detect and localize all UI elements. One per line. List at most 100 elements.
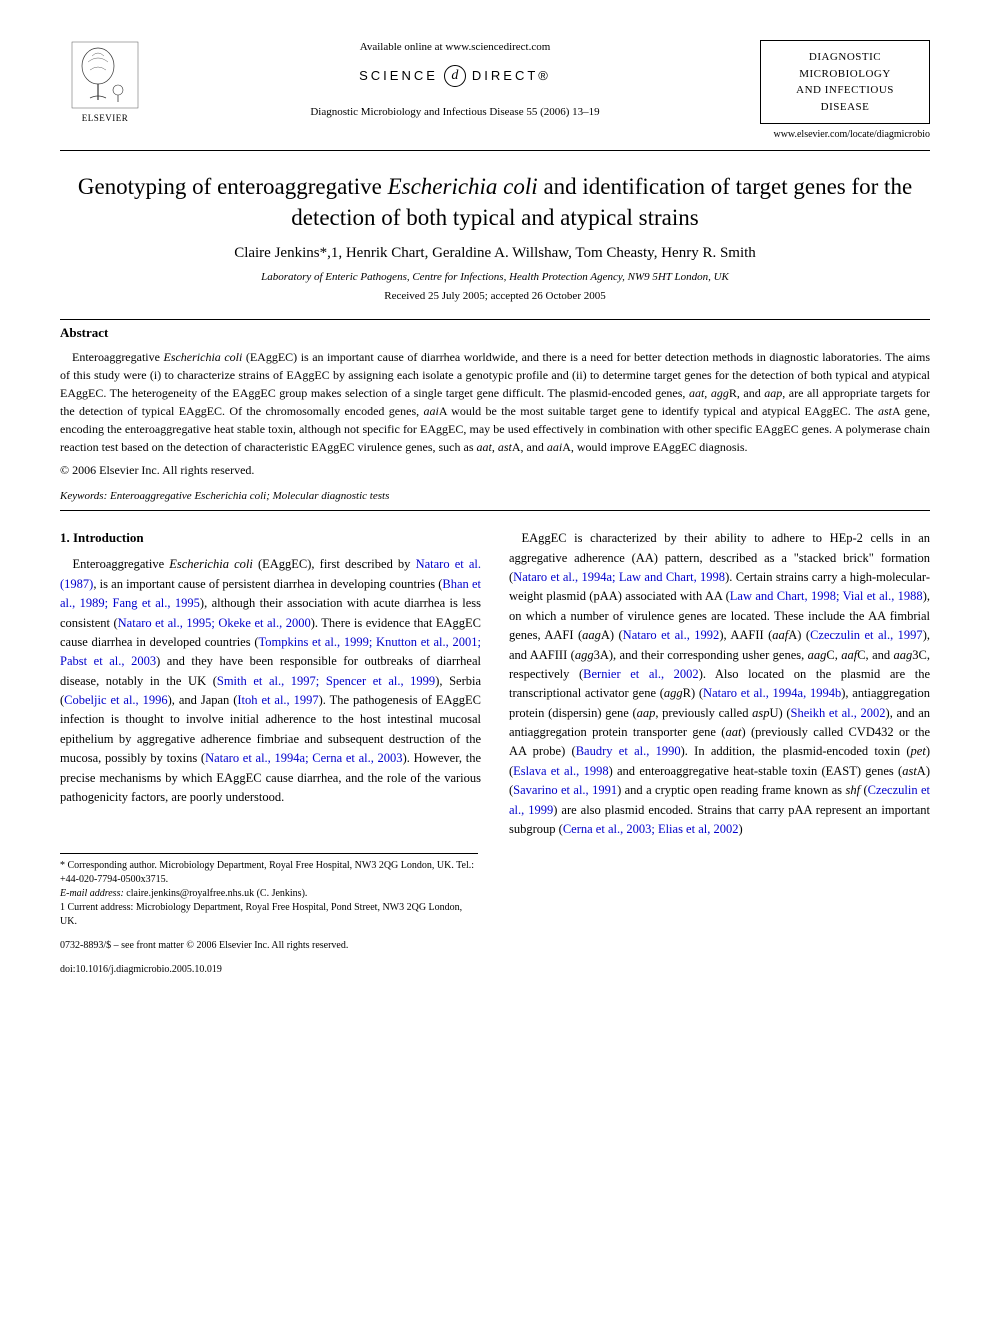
- intro-heading: 1. Introduction: [60, 529, 481, 547]
- gene: shf: [845, 783, 860, 797]
- gene: aai: [547, 440, 562, 454]
- intro-para-1: Enteroaggregative Escherichia coli (EAgg…: [60, 555, 481, 807]
- bt: , is an important cause of persistent di…: [93, 577, 442, 591]
- bt: (: [860, 783, 868, 797]
- abs-ital: Escherichia coli: [163, 350, 242, 364]
- abs-t: Enteroaggregative: [72, 350, 163, 364]
- footer-copyright: 0732-8893/$ – see front matter © 2006 El…: [60, 939, 930, 953]
- citation-link[interactable]: Baudry et al., 1990: [576, 744, 681, 758]
- page-header: ELSEVIER Available online at www.science…: [60, 40, 930, 142]
- abs-t: A, would improve EAggEC diagnosis.: [562, 440, 747, 454]
- divider-abs-top: [60, 319, 930, 320]
- abstract-heading: Abstract: [60, 324, 930, 342]
- kw-t1: Enteroaggregative: [107, 490, 194, 502]
- authors-list: Claire Jenkins*,1, Henrik Chart, Geraldi…: [60, 243, 930, 264]
- citation-link[interactable]: Bernier et al., 2002: [583, 667, 699, 681]
- citation-link[interactable]: Law and Chart, 1998; Vial et al., 1988: [730, 589, 923, 603]
- citation-link[interactable]: Nataro et al., 1994a, 1994b: [703, 686, 841, 700]
- sd-left: SCIENCE: [359, 67, 438, 85]
- gene: ast: [878, 404, 892, 418]
- bt: A) (: [788, 628, 810, 642]
- bt: Enteroaggregative: [73, 557, 170, 571]
- citation-link[interactable]: Nataro et al., 1994a; Cerna et al., 2003: [205, 751, 402, 765]
- kw-t2: ; Molecular diagnostic tests: [266, 490, 389, 502]
- citation-link[interactable]: Czeczulin et al., 1997: [810, 628, 923, 642]
- divider-top: [60, 150, 930, 151]
- divider-abs-bot: [60, 510, 930, 511]
- journal-name-l3: AND INFECTIOUS: [771, 82, 919, 99]
- keywords-line: Keywords: Enteroaggregative Escherichia …: [60, 489, 930, 504]
- footnotes: * Corresponding author. Microbiology Dep…: [60, 853, 478, 929]
- bt: U) (: [769, 706, 790, 720]
- footnote-address: 1 Current address: Microbiology Departme…: [60, 901, 478, 929]
- bt: R) (: [683, 686, 703, 700]
- abs-t: A, and: [512, 440, 547, 454]
- sd-symbol: d: [444, 65, 466, 87]
- gene: aag: [582, 628, 601, 642]
- header-right: DIAGNOSTIC MICROBIOLOGY AND INFECTIOUS D…: [760, 40, 930, 142]
- body-columns: 1. Introduction Enteroaggregative Escher…: [60, 529, 930, 839]
- citation-link[interactable]: Nataro et al., 1994a; Law and Chart, 199…: [513, 570, 725, 584]
- bt: ) and enteroaggregative heat-stable toxi…: [609, 764, 903, 778]
- bt: ): [738, 822, 742, 836]
- bt: ), AAFII (: [719, 628, 772, 642]
- bt: 3A), and their corresponding usher genes…: [594, 648, 808, 662]
- journal-url[interactable]: www.elsevier.com/locate/diagmicrobio: [773, 128, 930, 142]
- abs-t: A would be the most suitable target gene…: [439, 404, 878, 418]
- footnote-email: E-mail address: claire.jenkins@royalfree…: [60, 887, 478, 901]
- footer-doi: doi:10.1016/j.diagmicrobio.2005.10.019: [60, 963, 930, 977]
- bt-ital: Escherichia coli: [169, 557, 253, 571]
- abstract-paragraph: Enteroaggregative Escherichia coli (EAgg…: [60, 348, 930, 456]
- bt: ), and Japan (: [168, 693, 238, 707]
- kw-ital: Escherichia coli: [194, 490, 266, 502]
- available-online-text: Available online at www.sciencedirect.co…: [170, 40, 740, 55]
- gene: aat: [725, 725, 741, 739]
- email-label: E-mail address:: [60, 888, 124, 899]
- gene: aat: [689, 386, 704, 400]
- journal-name-l4: DISEASE: [771, 99, 919, 116]
- gene: asp: [752, 706, 769, 720]
- gene: aat: [477, 440, 492, 454]
- title-part1: Genotyping of enteroaggregative: [78, 174, 388, 199]
- gene: aap: [637, 706, 656, 720]
- journal-reference: Diagnostic Microbiology and Infectious D…: [170, 105, 740, 120]
- gene: agg: [575, 648, 594, 662]
- bt: C,: [826, 648, 841, 662]
- elsevier-tree-icon: [70, 40, 140, 110]
- bt: , previously called: [655, 706, 752, 720]
- gene: aag: [808, 648, 827, 662]
- article-dates: Received 25 July 2005; accepted 26 Octob…: [60, 289, 930, 304]
- bt: A) (: [601, 628, 623, 642]
- citation-link[interactable]: Nataro et al., 1992: [623, 628, 720, 642]
- citation-link[interactable]: Savarino et al., 1991: [513, 783, 617, 797]
- journal-name-l2: MICROBIOLOGY: [771, 66, 919, 83]
- bt: ) and a cryptic open reading frame known…: [617, 783, 845, 797]
- gene: aag: [894, 648, 913, 662]
- footnote-corresponding: * Corresponding author. Microbiology Dep…: [60, 859, 478, 887]
- keywords-label: Keywords:: [60, 490, 107, 502]
- gene: aaf: [772, 628, 788, 642]
- citation-link[interactable]: Sheikh et al., 2002: [791, 706, 886, 720]
- email-value[interactable]: claire.jenkins@royalfree.nhs.uk (C. Jenk…: [124, 888, 308, 899]
- publisher-name: ELSEVIER: [82, 112, 129, 125]
- gene: agg: [711, 386, 729, 400]
- gene: aaf: [841, 648, 857, 662]
- gene: ast: [902, 764, 917, 778]
- bt: ). In addition, the plasmid-encoded toxi…: [681, 744, 911, 758]
- gene: ast: [498, 440, 512, 454]
- citation-link[interactable]: Cobeljic et al., 1996: [64, 693, 167, 707]
- citation-link[interactable]: Cerna et al., 2003; Elias et al, 2002: [563, 822, 739, 836]
- bt: C, and: [857, 648, 893, 662]
- intro-para-2: EAggEC is characterized by their ability…: [509, 529, 930, 839]
- citation-link[interactable]: Smith et al., 1997; Spencer et al., 1999: [217, 674, 435, 688]
- elsevier-logo: ELSEVIER: [60, 40, 150, 130]
- article-title: Genotyping of enteroaggregative Escheric…: [60, 171, 930, 233]
- header-center: Available online at www.sciencedirect.co…: [150, 40, 760, 121]
- citation-link[interactable]: Eslava et al., 1998: [513, 764, 608, 778]
- gene: aap: [764, 386, 782, 400]
- gene: aai: [423, 404, 438, 418]
- gene: agg: [664, 686, 683, 700]
- citation-link[interactable]: Nataro et al., 1995; Okeke et al., 2000: [118, 616, 311, 630]
- citation-link[interactable]: Itoh et al., 1997: [237, 693, 318, 707]
- sd-right: DIRECT®: [472, 67, 551, 85]
